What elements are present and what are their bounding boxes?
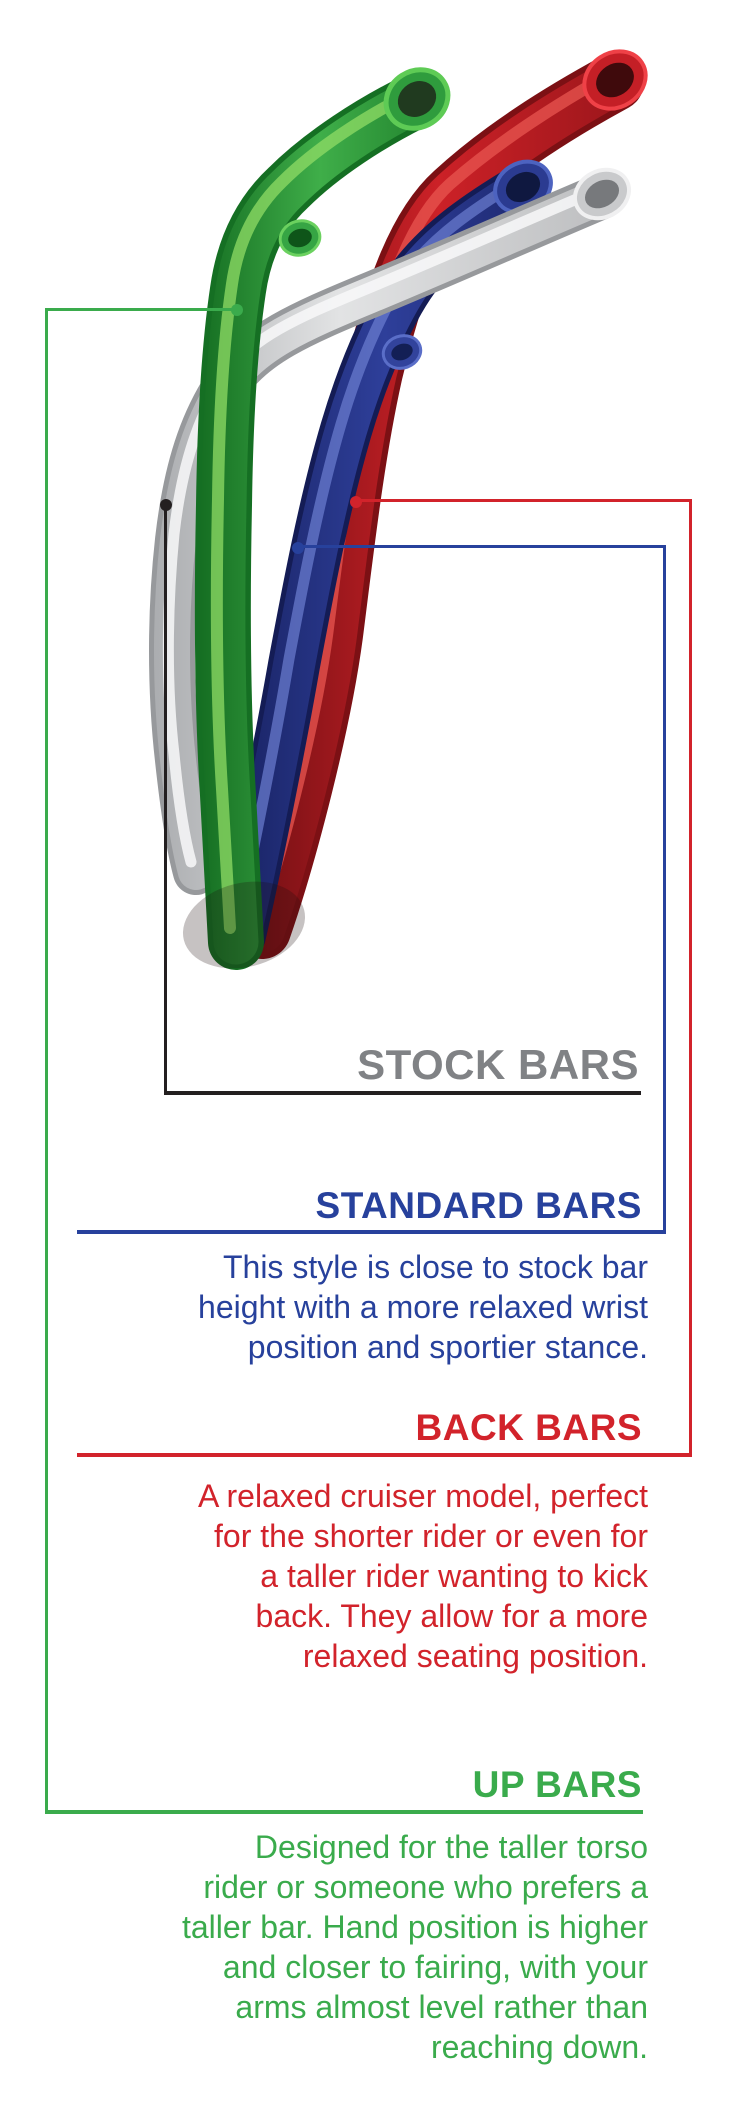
description-line: arms almost level rather than bbox=[235, 1989, 648, 2025]
description-line: back. They allow for a more bbox=[255, 1598, 648, 1634]
standard-callout-dot bbox=[292, 542, 304, 554]
back-bars-description: A relaxed cruiser model, perfect for the… bbox=[198, 1476, 648, 1676]
standard-callout-line-horizontal bbox=[298, 545, 666, 548]
blue-bar-front-opening bbox=[381, 334, 423, 370]
stock-bars-heading: STOCK BARS bbox=[357, 1041, 639, 1088]
description-line: for the shorter rider or even for bbox=[214, 1518, 648, 1554]
up-callout-line-vertical bbox=[45, 308, 48, 1810]
handlebars-illustration bbox=[149, 49, 648, 970]
back-bars-underline bbox=[77, 1453, 692, 1457]
stock-callout-dot bbox=[160, 499, 172, 511]
standard-bars-underline bbox=[77, 1230, 666, 1234]
up-callout-dot bbox=[231, 304, 243, 316]
description-line: rider or someone who prefers a bbox=[203, 1869, 648, 1905]
standard-bars-description: This style is close to stock bar height … bbox=[198, 1247, 648, 1367]
description-line: height with a more relaxed wrist bbox=[198, 1289, 648, 1325]
description-line: position and sportier stance. bbox=[247, 1329, 648, 1365]
standard-callout-line-vertical bbox=[663, 545, 666, 1234]
tip-shadow bbox=[182, 881, 306, 969]
description-line: reaching down. bbox=[430, 2029, 648, 2065]
up-bar-green-tube bbox=[182, 67, 451, 970]
description-line: A relaxed cruiser model, perfect bbox=[198, 1478, 648, 1514]
silver-bar-opening bbox=[573, 167, 631, 221]
up-bars-heading: UP BARS bbox=[472, 1764, 642, 1805]
description-line: and closer to fairing, with your bbox=[222, 1949, 648, 1985]
up-callout-line-horizontal bbox=[45, 308, 237, 311]
red-bar-opening bbox=[582, 49, 648, 111]
green-bar-opening bbox=[383, 67, 451, 131]
back-bars-heading: BACK BARS bbox=[415, 1407, 642, 1448]
description-line: This style is close to stock bar bbox=[222, 1249, 648, 1285]
description-line: a taller rider wanting to kick bbox=[260, 1558, 648, 1594]
stock-bars-underline bbox=[164, 1091, 641, 1095]
description-line: taller bar. Hand position is higher bbox=[181, 1909, 648, 1945]
standard-bars-heading: STANDARD BARS bbox=[315, 1185, 642, 1226]
up-bars-underline bbox=[45, 1810, 643, 1814]
description-line: Designed for the taller torso bbox=[254, 1829, 648, 1865]
green-bar-front-opening bbox=[278, 219, 322, 257]
up-bars-description: Designed for the taller torso rider or s… bbox=[182, 1827, 648, 2067]
back-callout-line-horizontal bbox=[356, 499, 692, 502]
back-callout-dot bbox=[350, 496, 362, 508]
back-callout-line-vertical bbox=[689, 499, 692, 1457]
stock-callout-line-vertical bbox=[164, 505, 167, 1091]
description-line: relaxed seating position. bbox=[302, 1638, 648, 1674]
